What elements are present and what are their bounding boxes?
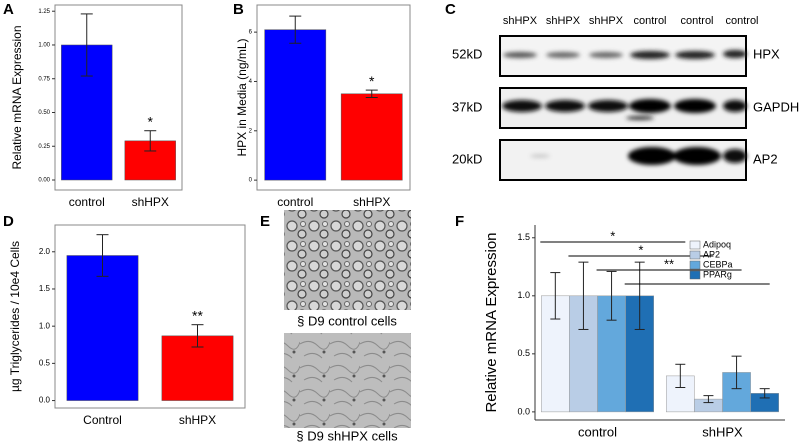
significance-label: ** xyxy=(192,307,203,323)
lane-label: shHPX xyxy=(546,15,581,27)
plot-frame xyxy=(256,4,411,191)
lane-label: control xyxy=(633,15,666,27)
y-tick-label: 0.75 xyxy=(38,76,50,82)
y-tick-label: 1.0 xyxy=(517,290,530,300)
y-tick-label: 0 xyxy=(249,178,253,184)
y-tick-label: 1.5 xyxy=(39,284,51,293)
bar xyxy=(340,93,403,181)
micrograph xyxy=(284,210,411,310)
micrograph xyxy=(284,333,411,428)
y-axis-label: µg Triglycerides / 10e4 Cells xyxy=(8,241,22,392)
x-tick-label: control xyxy=(578,424,617,439)
legend-label: PPARg xyxy=(703,269,732,279)
y-tick-label: 4 xyxy=(249,79,253,85)
y-tick-label: 2 xyxy=(249,128,253,134)
protein-name: HPX xyxy=(753,46,780,61)
y-tick-label: 1.25 xyxy=(38,9,50,15)
blot-image xyxy=(499,35,747,181)
significance-label: * xyxy=(610,228,615,243)
legend-label: CEBPa xyxy=(703,259,733,269)
x-tick-label: shHPX xyxy=(702,424,743,439)
y-tick-label: 1.5 xyxy=(517,232,530,242)
significance-label: * xyxy=(148,113,154,129)
legend-swatch xyxy=(689,250,701,260)
y-tick-label: 0.50 xyxy=(38,110,50,116)
protein-name: GAPDH xyxy=(753,99,799,114)
caption: § D9 control cells xyxy=(297,313,397,328)
y-tick-label: 0.25 xyxy=(38,144,50,150)
panel-label: A xyxy=(3,1,14,18)
panel-label: E xyxy=(260,213,270,230)
protein-name: AP2 xyxy=(753,151,778,166)
lane-label: control xyxy=(680,15,713,27)
y-tick-label: 0.0 xyxy=(517,406,530,416)
x-tick-label: control xyxy=(69,195,105,209)
panel-label: B xyxy=(233,1,244,18)
size-marker: 52kD xyxy=(452,46,482,61)
plot-frame xyxy=(54,4,183,191)
y-tick-label: 1.00 xyxy=(38,43,50,49)
y-axis-label: Relative mRNA Expression xyxy=(10,25,24,169)
y-axis-label: Relative mRNA Expression xyxy=(483,232,500,412)
legend-swatch xyxy=(689,260,701,270)
legend-label: Adipoq xyxy=(703,239,731,249)
x-tick-label: control xyxy=(277,195,313,209)
significance-label: * xyxy=(638,242,643,257)
y-axis-label: HPX in Media (ng/mL) xyxy=(235,38,249,156)
significance-label: ** xyxy=(664,256,674,271)
panel-label: F xyxy=(455,213,464,230)
y-tick-label: 1.0 xyxy=(39,321,51,330)
panel-label: D xyxy=(3,213,14,230)
x-tick-label: shHPX xyxy=(353,195,390,209)
significance-label: * xyxy=(369,73,375,89)
size-marker: 20kD xyxy=(452,151,482,166)
bar xyxy=(264,29,327,181)
plot-frame xyxy=(54,224,246,409)
y-tick-label: 0.5 xyxy=(517,348,530,358)
size-marker: 37kD xyxy=(452,99,482,114)
bar xyxy=(66,255,139,401)
legend-swatch xyxy=(689,240,701,250)
lane-label: shHPX xyxy=(589,15,624,27)
y-tick-label: 0.0 xyxy=(39,396,51,405)
y-tick-label: 0.00 xyxy=(38,178,50,184)
caption: § D9 shHPX cells xyxy=(296,428,398,443)
y-tick-label: 2.0 xyxy=(39,247,51,256)
y-tick-label: 6 xyxy=(249,30,253,36)
x-tick-label: shHPX xyxy=(132,195,169,209)
lane-label: shHPX xyxy=(503,15,538,27)
legend-swatch xyxy=(689,270,701,280)
x-tick-label: shHPX xyxy=(179,413,216,427)
panel-label: C xyxy=(445,1,456,18)
x-tick-label: Control xyxy=(83,413,122,427)
legend-label: AP2 xyxy=(703,249,720,259)
lane-label: control xyxy=(725,15,758,27)
y-tick-label: 0.5 xyxy=(39,358,51,367)
